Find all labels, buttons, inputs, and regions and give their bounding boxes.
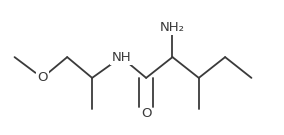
Text: NH: NH (111, 51, 131, 64)
Text: O: O (141, 107, 151, 120)
Text: O: O (37, 71, 47, 84)
Text: NH₂: NH₂ (160, 21, 185, 34)
